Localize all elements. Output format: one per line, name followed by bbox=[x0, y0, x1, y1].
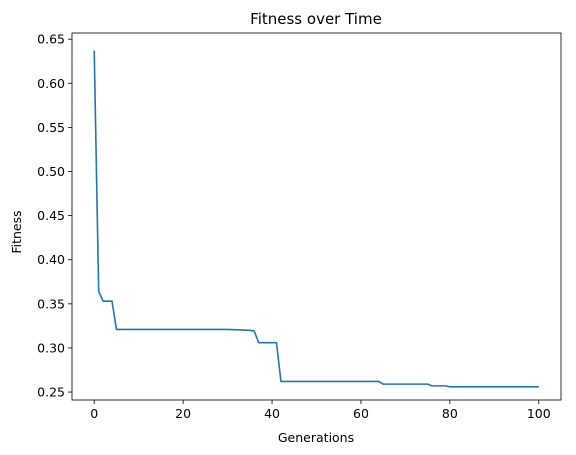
plot-frame bbox=[71, 32, 562, 401]
plot-area: 0 20 40 60 80 100 0.25 0.30 0.35 0.40 0.45 0.50 0.55… bbox=[37, 32, 562, 421]
x-tick-label: 100 bbox=[527, 406, 551, 421]
y-tick-label: 0.45 bbox=[37, 208, 65, 223]
x-tick-label: 0 bbox=[90, 406, 98, 421]
y-tick-label: 0.25 bbox=[37, 385, 65, 400]
y-tick-label: 0.40 bbox=[37, 252, 65, 267]
y-tick-label: 0.30 bbox=[37, 340, 65, 355]
chart-title: Fitness over Time bbox=[250, 10, 382, 28]
x-tick-label: 40 bbox=[264, 406, 280, 421]
y-tick-label: 0.60 bbox=[37, 76, 65, 91]
y-tick-label: 0.50 bbox=[37, 164, 65, 179]
y-axis-label: Fitness bbox=[9, 210, 24, 253]
y-tick-label: 0.55 bbox=[37, 120, 65, 135]
x-tick-label: 80 bbox=[442, 406, 458, 421]
x-axis-label: Generations bbox=[278, 430, 354, 445]
y-tick-label: 0.65 bbox=[37, 32, 65, 47]
x-tick-label: 20 bbox=[175, 406, 191, 421]
y-tick-label: 0.35 bbox=[37, 296, 65, 311]
series-line-0 bbox=[93, 50, 539, 388]
x-tick-label: 60 bbox=[353, 406, 369, 421]
